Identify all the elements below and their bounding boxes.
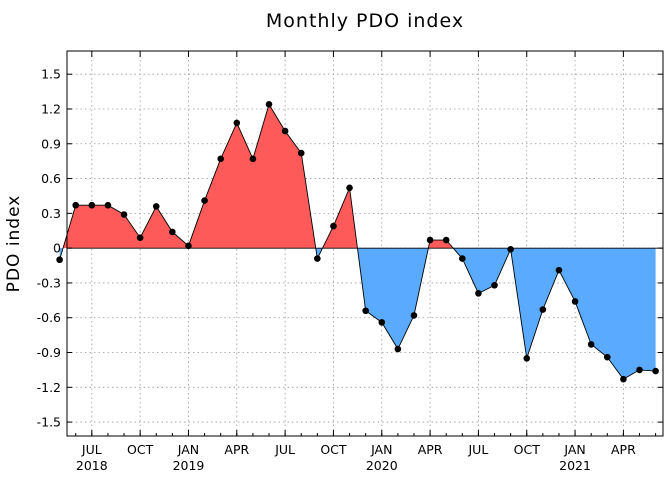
data-point	[620, 375, 627, 383]
x-tick-month-label: JUL	[468, 442, 489, 457]
y-tick-label: 0.6	[41, 171, 61, 186]
data-point	[120, 211, 128, 218]
data-point	[587, 341, 595, 348]
data-point	[555, 266, 563, 274]
y-tick-label: -1.5	[37, 415, 61, 430]
data-point	[571, 298, 579, 305]
data-point	[136, 234, 144, 241]
chart-title: Monthly PDO index	[266, 10, 464, 32]
pdo-series-line	[59, 103, 656, 380]
data-point	[104, 201, 112, 209]
data-point	[72, 201, 80, 209]
y-tick-label: 0.9	[41, 136, 61, 151]
data-point	[394, 345, 402, 353]
data-point	[249, 155, 257, 163]
y-tick-label: 0	[53, 241, 61, 256]
series-line-layer	[59, 103, 656, 380]
x-tick-month-label: OCT	[127, 442, 154, 457]
x-tick-month-label: APR	[418, 442, 443, 457]
x-tick-year-label: 2021	[559, 458, 591, 473]
x-tick-month-label: OCT	[320, 442, 347, 457]
data-point	[507, 246, 514, 253]
data-point	[297, 149, 305, 157]
data-point	[442, 236, 450, 244]
plot-frame	[66, 50, 664, 437]
data-point	[523, 355, 531, 362]
data-point	[88, 201, 96, 209]
data-point	[491, 281, 498, 289]
x-tick-year-label: 2019	[173, 458, 205, 473]
data-point	[265, 101, 273, 108]
data-point	[56, 256, 63, 264]
x-tick-month-label: JAN	[370, 442, 392, 457]
data-point	[539, 306, 547, 313]
series-points-layer	[56, 101, 659, 383]
data-point	[603, 353, 611, 361]
data-point	[233, 119, 241, 127]
area-layer	[59, 104, 656, 380]
data-point	[459, 255, 466, 262]
y-tick-label: -0.9	[37, 345, 61, 360]
x-tick-month-label: APR	[224, 442, 249, 457]
data-point	[185, 242, 192, 250]
data-point	[652, 367, 659, 375]
data-point	[217, 155, 224, 163]
data-point	[314, 255, 321, 262]
data-point	[426, 236, 434, 244]
y-tick-label: -0.3	[37, 275, 61, 290]
positive-area	[63, 104, 316, 249]
positive-area	[322, 187, 358, 249]
y-tick-label: 0.3	[41, 206, 61, 221]
data-point	[169, 228, 176, 236]
data-point	[346, 184, 353, 192]
negative-area	[357, 248, 429, 350]
data-point	[475, 290, 482, 297]
y-tick-label: -1.2	[37, 380, 61, 395]
x-tick-month-label: JAN	[563, 442, 585, 457]
data-point	[281, 127, 289, 135]
y-ticks: 1.5 1.2 0.9 0.6 0.3 0 -0.3 -0.6 -0.9 -1.2 -1.5	[37, 67, 663, 430]
y-tick-label: 1.2	[41, 101, 61, 116]
data-point	[201, 197, 208, 204]
x-tick-year-label: 2020	[366, 458, 398, 473]
x-tick-month-label: APR	[611, 442, 636, 457]
x-tick-month-label: JUL	[81, 442, 102, 457]
x-tick-month-label: JAN	[177, 442, 199, 457]
y-tick-label: 1.5	[41, 67, 61, 82]
data-point	[636, 366, 643, 374]
x-tick-month-label: JUL	[274, 442, 295, 457]
x-tick-year-label: 2018	[76, 458, 108, 473]
data-point	[152, 203, 160, 210]
y-axis-label: PDO index	[4, 195, 24, 293]
data-point	[362, 307, 369, 315]
x-tick-month-label: OCT	[514, 442, 541, 457]
data-point	[378, 319, 386, 326]
data-point	[330, 222, 337, 230]
y-tick-label: -0.6	[37, 310, 61, 325]
data-point	[410, 312, 418, 319]
negative-area	[453, 248, 656, 380]
